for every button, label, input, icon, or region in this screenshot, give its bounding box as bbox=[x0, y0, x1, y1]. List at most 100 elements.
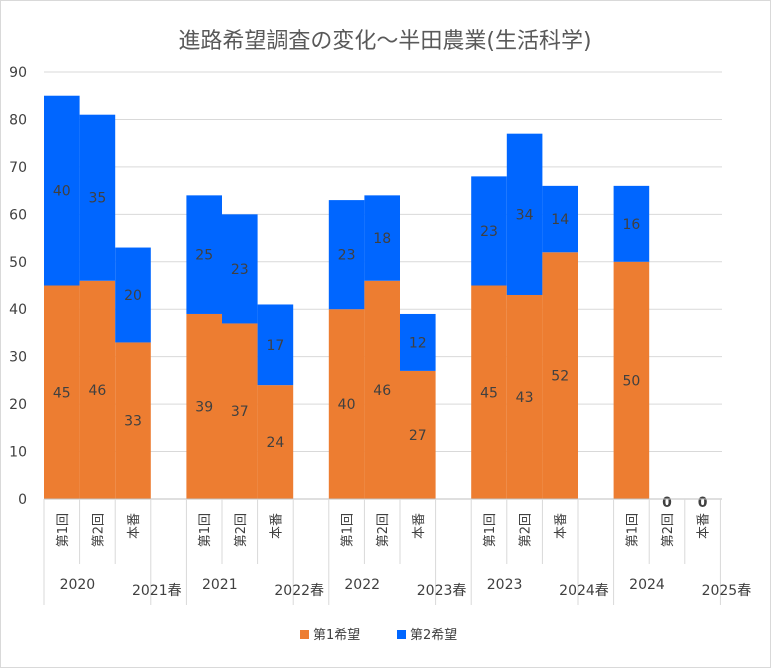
bar-second-choice bbox=[400, 313, 436, 371]
bar-second-choice bbox=[186, 195, 222, 314]
data-label: 24 bbox=[266, 435, 284, 451]
y-tick-label: 70 bbox=[9, 160, 27, 176]
bar-second-choice bbox=[44, 95, 80, 286]
x-category-label: 第1回 bbox=[56, 513, 71, 547]
bar-second-choice bbox=[79, 114, 116, 281]
x-category-label: 本番 bbox=[412, 513, 427, 539]
x-group-label: 2023春 bbox=[417, 583, 467, 599]
y-tick-label: 50 bbox=[9, 255, 27, 271]
data-label: 14 bbox=[551, 212, 569, 228]
y-tick-label: 90 bbox=[9, 65, 27, 81]
legend: 第1希望 第2希望 bbox=[300, 627, 457, 643]
data-label: 37 bbox=[231, 404, 249, 420]
data-label: 35 bbox=[88, 191, 106, 207]
data-label: 18 bbox=[373, 231, 391, 247]
y-tick-label: 80 bbox=[9, 112, 27, 128]
bar-first-choice bbox=[400, 370, 436, 499]
legend-label-second-choice: 第2希望 bbox=[410, 627, 457, 643]
chart-title: 進路希望調査の変化～半田農業(生活科学) bbox=[178, 29, 591, 54]
y-tick-label: 60 bbox=[9, 207, 27, 223]
data-label: 17 bbox=[266, 338, 284, 354]
data-label: 45 bbox=[480, 385, 498, 401]
bar-second-choice bbox=[328, 200, 365, 310]
x-category-label: 第2回 bbox=[376, 513, 391, 547]
x-group-label: 2024春 bbox=[559, 583, 609, 599]
bar-second-choice bbox=[257, 304, 294, 386]
data-label: 27 bbox=[409, 428, 427, 444]
x-group-label: 2025春 bbox=[702, 583, 752, 599]
bar-second-choice bbox=[542, 185, 578, 253]
y-tick-label: 40 bbox=[9, 302, 27, 318]
x-group-label: 2022 bbox=[344, 577, 380, 593]
bar-first-choice bbox=[506, 294, 543, 499]
y-axis: 0 10 20 30 40 50 60 70 80 90 bbox=[9, 65, 27, 508]
x-group-label: 2021 bbox=[202, 577, 238, 593]
data-label: 25 bbox=[195, 248, 213, 264]
bar-first-choice bbox=[613, 261, 650, 499]
bar-first-choice bbox=[186, 313, 222, 499]
x-group-label: 2024 bbox=[629, 577, 665, 593]
data-label: 46 bbox=[88, 383, 106, 399]
bar-first-choice bbox=[79, 280, 116, 499]
bar-second-choice bbox=[506, 133, 543, 295]
bar-first-choice bbox=[542, 252, 578, 499]
data-label: 23 bbox=[480, 224, 498, 240]
bar-first-choice bbox=[222, 323, 258, 499]
bar-second-choice bbox=[222, 214, 258, 324]
bar-first-choice bbox=[471, 285, 507, 499]
bar-second-choice bbox=[613, 185, 650, 262]
data-label: 34 bbox=[516, 207, 534, 223]
data-label: 45 bbox=[53, 385, 71, 401]
data-label: 23 bbox=[338, 248, 356, 264]
bar-first-choice bbox=[364, 280, 400, 499]
y-tick-label: 30 bbox=[9, 350, 27, 366]
bar-second-choice bbox=[115, 247, 151, 343]
bar-first-choice bbox=[115, 342, 151, 499]
bar-second-choice bbox=[364, 195, 400, 281]
data-label: 20 bbox=[124, 288, 142, 304]
x-category-label: 第1回 bbox=[625, 513, 640, 547]
data-label: 50 bbox=[622, 373, 640, 389]
data-label: 39 bbox=[195, 399, 213, 415]
data-label: 33 bbox=[124, 414, 142, 430]
x-group-label: 2023 bbox=[487, 577, 523, 593]
x-axis: 第1回 第2回 本番 第1回 第2回 本番 第1回 第2回 本番 第1回 第2回 本番 第1回 第2回 本番… bbox=[43, 498, 752, 605]
legend-swatch-second-choice bbox=[397, 630, 406, 639]
data-label: 40 bbox=[53, 184, 71, 200]
x-group-label: 2020 bbox=[60, 577, 96, 593]
x-category-label: 第1回 bbox=[341, 513, 356, 547]
bar-first-choice bbox=[44, 285, 80, 499]
data-labels: 45 40 46 35 33 20 39 25 37 23 24 17 40 23 46 18 27 12 45 23… bbox=[53, 184, 708, 511]
y-tick-label: 0 bbox=[18, 492, 27, 508]
x-category-label: 本番 bbox=[127, 513, 142, 539]
x-category-label: 本番 bbox=[554, 513, 569, 539]
legend-swatch-first-choice bbox=[300, 630, 309, 639]
x-category-label: 第2回 bbox=[661, 513, 676, 547]
bars bbox=[44, 95, 650, 499]
x-category-label: 第2回 bbox=[234, 513, 249, 547]
x-group-label: 2021春 bbox=[132, 583, 182, 599]
bar-second-choice bbox=[471, 176, 507, 286]
bar-first-choice bbox=[328, 309, 365, 499]
y-tick-label: 10 bbox=[9, 445, 27, 461]
data-label: 46 bbox=[373, 383, 391, 399]
x-category-label: 本番 bbox=[697, 513, 712, 539]
x-category-label: 本番 bbox=[269, 513, 284, 539]
x-category-label: 第2回 bbox=[91, 513, 106, 547]
x-group-label: 2022春 bbox=[274, 583, 324, 599]
x-category-label: 第1回 bbox=[198, 513, 213, 547]
data-label: 16 bbox=[622, 217, 640, 233]
x-category-label: 第1回 bbox=[483, 513, 498, 547]
x-category-label: 第2回 bbox=[519, 513, 534, 547]
data-label: 52 bbox=[551, 369, 569, 385]
data-label: 43 bbox=[516, 390, 534, 406]
legend-label-first-choice: 第1希望 bbox=[313, 627, 360, 643]
bar-first-choice bbox=[257, 385, 294, 499]
data-label: 0 bbox=[662, 495, 672, 511]
data-label: 23 bbox=[231, 262, 249, 278]
data-label: 40 bbox=[338, 397, 356, 413]
data-label: 12 bbox=[409, 335, 427, 351]
y-tick-label: 20 bbox=[9, 397, 27, 413]
